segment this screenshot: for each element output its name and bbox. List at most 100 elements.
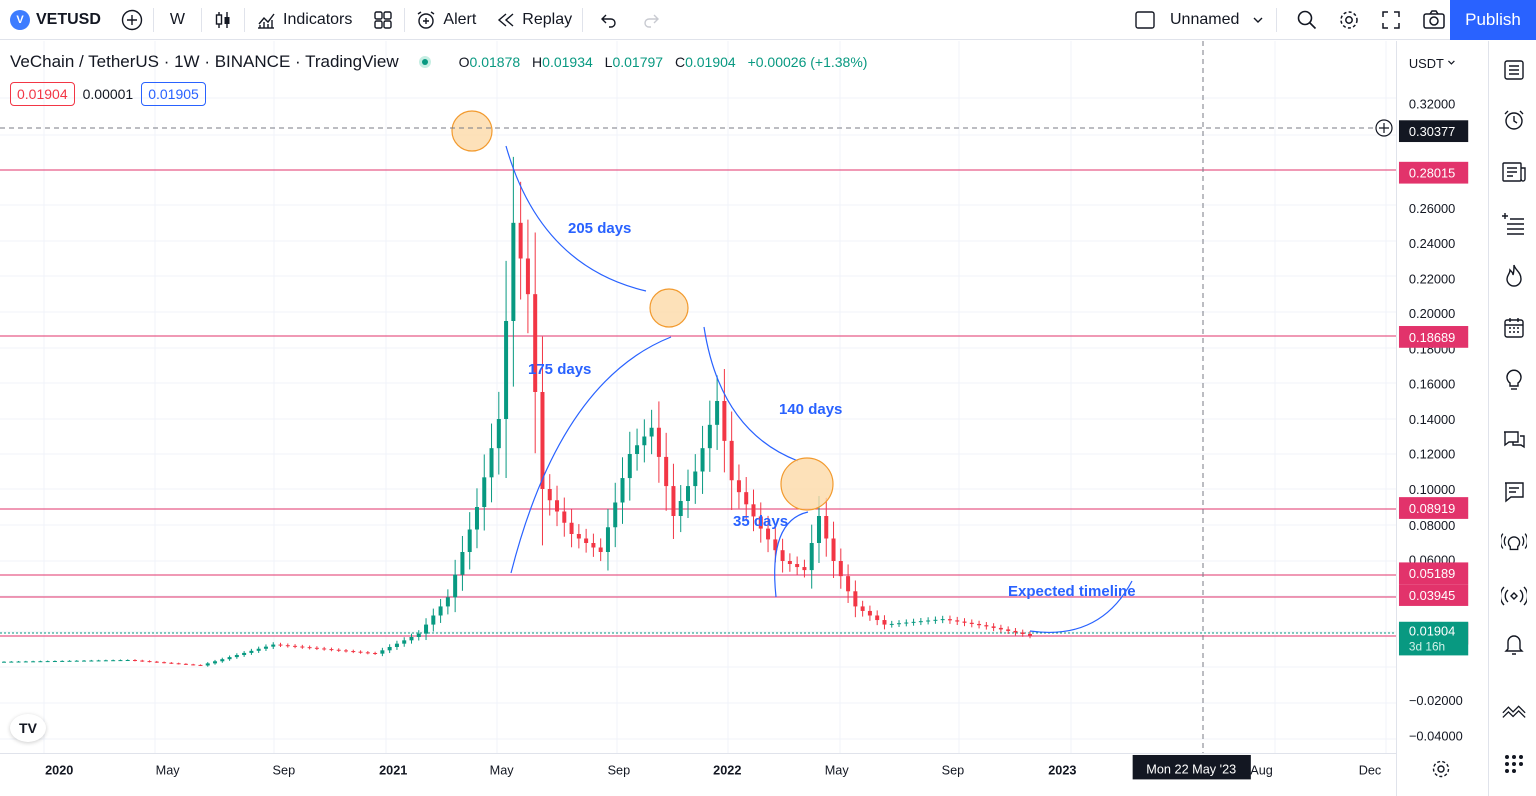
- candle-body: [984, 625, 989, 627]
- time-tick-label: Aug: [1250, 764, 1273, 778]
- camera-icon: [1423, 9, 1445, 29]
- redo-button[interactable]: [635, 0, 667, 40]
- sell-price-button[interactable]: 0.01904: [10, 82, 75, 106]
- replay-button[interactable]: Replay: [486, 0, 582, 40]
- candle-body: [656, 427, 661, 457]
- candle-body: [605, 527, 610, 552]
- candle-body: [838, 561, 843, 577]
- buy-price-button[interactable]: 0.01905: [141, 82, 206, 106]
- candle-body: [169, 662, 174, 664]
- candle-body: [882, 620, 887, 625]
- candle-body: [416, 633, 421, 637]
- alarm-plus-icon: [418, 10, 435, 29]
- candle-body: [285, 645, 290, 647]
- candle-body: [547, 489, 552, 501]
- apps-icon[interactable]: [1501, 751, 1527, 777]
- candle-body: [576, 534, 581, 539]
- publish-button[interactable]: Publish: [1450, 0, 1536, 40]
- candle-body: [664, 456, 669, 487]
- drawing-icon[interactable]: [1501, 697, 1527, 723]
- candle-body: [598, 547, 603, 552]
- candle-body: [314, 647, 319, 649]
- bar-countdown: 3d 16h: [1409, 639, 1445, 653]
- candle-body: [263, 646, 268, 649]
- price-tick-label: 0.24000: [1409, 236, 1455, 251]
- signal-icon[interactable]: [1501, 583, 1527, 609]
- candle-body: [438, 606, 443, 616]
- candle-body: [751, 504, 756, 517]
- candle-body: [365, 652, 370, 654]
- watchlist-icon[interactable]: [1501, 57, 1527, 83]
- search-button[interactable]: [1286, 0, 1328, 40]
- chart-type-button[interactable]: [202, 0, 244, 40]
- candle-body: [591, 543, 596, 548]
- crosshair: [0, 41, 1393, 753]
- level-price-text: 0.28015: [1409, 166, 1455, 181]
- toolbar-divider: [201, 7, 203, 32]
- price-tick-label: 0.14000: [1409, 412, 1455, 427]
- candle-body: [1013, 630, 1018, 633]
- tradingview-logo-icon[interactable]: TV: [10, 714, 46, 742]
- chart-legend: VeChain / TetherUS · 1W · BINANCE · Trad…: [10, 52, 875, 72]
- candle-body: [111, 660, 116, 662]
- current-price-text: 0.01904: [1409, 624, 1455, 639]
- legend-title[interactable]: VeChain / TetherUS · 1W · BINANCE · Trad…: [10, 52, 399, 71]
- news-icon[interactable]: [1501, 159, 1527, 185]
- time-axis[interactable]: 2020 May Sep 2021 May Sep 2022 May Sep 2023 Aug Dec…: [0, 753, 1396, 796]
- price-chart[interactable]: 205 days 175 days 140 days 35 days Expec…: [0, 41, 1396, 753]
- chart-grid: [0, 41, 1396, 753]
- arc-expected-timeline: [1029, 580, 1133, 633]
- fullscreen-button[interactable]: [1370, 0, 1412, 40]
- time-tick-label: 2022: [713, 764, 741, 778]
- settings-button[interactable]: [1328, 0, 1370, 40]
- calendar-icon[interactable]: [1501, 315, 1527, 341]
- candle-body: [773, 539, 778, 551]
- axis-settings-gear-icon[interactable]: [1430, 758, 1452, 780]
- lightbulb-icon[interactable]: [1501, 365, 1527, 391]
- level-price-label: [1398, 161, 1469, 184]
- layout-name-button[interactable]: Unnamed: [1124, 0, 1275, 40]
- add-list-icon[interactable]: [1501, 211, 1527, 237]
- candle-body: [991, 626, 996, 628]
- candle-body: [722, 401, 727, 441]
- candle-body: [700, 448, 705, 472]
- candle-body: [60, 660, 65, 662]
- flame-icon[interactable]: [1501, 263, 1527, 289]
- candle-body: [358, 651, 363, 653]
- time-tick-label: May: [156, 764, 181, 778]
- candle-body: [889, 623, 894, 625]
- candle-body: [555, 500, 560, 512]
- layout-name: Unnamed: [1170, 10, 1240, 28]
- candle-body: [926, 620, 931, 622]
- chat-icon[interactable]: [1501, 427, 1527, 453]
- chevron-down-icon: [1253, 17, 1263, 23]
- candle-body: [307, 647, 312, 649]
- candle-body: [234, 655, 239, 658]
- undo-button[interactable]: [583, 0, 635, 40]
- level-price-text: 0.05189: [1409, 566, 1455, 581]
- interval-button[interactable]: W: [169, 10, 186, 28]
- alert-button[interactable]: Alert: [405, 0, 486, 40]
- price-tick-label: −0.02000: [1409, 693, 1463, 708]
- candle-body: [511, 222, 516, 321]
- comments-icon[interactable]: [1501, 479, 1527, 505]
- candle-body: [758, 516, 763, 529]
- indicators-button[interactable]: Indicators: [245, 0, 362, 40]
- candle-body: [74, 660, 79, 662]
- annotation-35-days: 35 days: [733, 513, 788, 530]
- compare-symbol-button[interactable]: [111, 0, 153, 40]
- candle-body: [1020, 632, 1025, 634]
- candle-body: [380, 650, 385, 654]
- candle-body: [846, 576, 851, 592]
- price-axis[interactable]: USDT 0.32000 0.26000 0.24000 0.22000 0.20000…: [1396, 41, 1488, 796]
- candle-body: [482, 477, 487, 507]
- symbol-search-button[interactable]: V VETUSD: [0, 0, 111, 40]
- candle-body: [409, 636, 414, 641]
- broadcast-icon[interactable]: [1501, 529, 1527, 555]
- time-tick-label: Sep: [273, 764, 296, 778]
- bell-icon[interactable]: [1501, 631, 1527, 657]
- snapshot-button[interactable]: [1412, 0, 1456, 40]
- templates-button[interactable]: [362, 0, 404, 40]
- alarm-clock-icon[interactable]: [1501, 107, 1527, 133]
- candle-body: [387, 646, 392, 651]
